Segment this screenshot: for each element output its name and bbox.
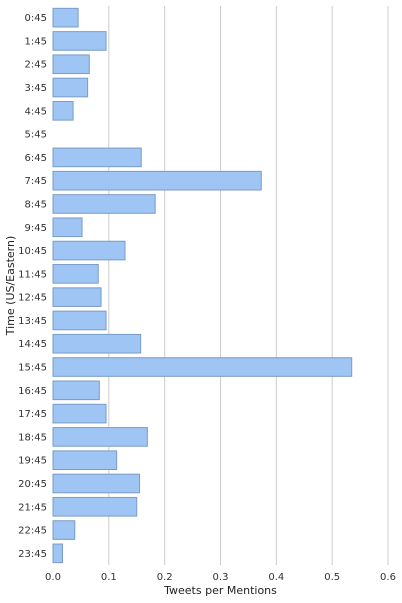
y-tick-label: 13:45: [18, 316, 47, 327]
bar: [52, 217, 83, 238]
bar: [52, 77, 89, 98]
x-tick-label: 0.5: [324, 572, 340, 583]
y-tick-label: 2:45: [25, 60, 47, 71]
bar: [52, 427, 148, 447]
x-axis-title: Tweets per Mentions: [163, 584, 277, 597]
y-tick-label: 21:45: [18, 502, 47, 513]
y-tick-label: 6:45: [25, 153, 47, 164]
y-tick-label: 16:45: [18, 386, 47, 397]
y-tick-label: 10:45: [18, 246, 47, 257]
bar: [52, 147, 142, 168]
y-tick-label: 22:45: [18, 526, 47, 537]
y-tick-label: 7:45: [25, 176, 47, 187]
bar: [52, 310, 107, 331]
x-tick-label: 0.4: [268, 572, 284, 583]
bar: [52, 31, 107, 51]
bar: [52, 240, 126, 261]
x-tick-labels: 0.0 0.1 0.2 0.3 0.4 0.5 0.6: [45, 572, 396, 583]
bar: [52, 7, 79, 28]
y-tick-label: 12:45: [18, 293, 47, 304]
y-tick-label: 19:45: [18, 456, 47, 467]
y-axis-title: Time (US/Eastern): [4, 236, 17, 337]
y-tick-label: 20:45: [18, 479, 47, 490]
y-tick-label: 17:45: [18, 409, 47, 420]
bar: [52, 194, 156, 214]
bar: [52, 520, 76, 540]
bar: [52, 403, 107, 424]
x-tick-label: 0.3: [213, 572, 229, 583]
bars: [52, 7, 353, 564]
y-tick-label: 23:45: [18, 549, 47, 560]
bar: [52, 380, 100, 401]
bar: [52, 100, 74, 121]
bar: [52, 287, 102, 307]
bar: [52, 54, 90, 75]
bar: [52, 264, 99, 284]
bar: [52, 357, 353, 377]
y-tick-labels: 0:45 1:45 2:45 3:45 4:45 5:45 6:45 7:45 8:45 9:45…: [18, 13, 47, 560]
x-tick-label: 0.1: [101, 572, 117, 583]
gridlines: [108, 6, 389, 565]
y-tick-label: 14:45: [18, 339, 47, 350]
bar: [52, 496, 138, 517]
bar: [52, 333, 142, 354]
y-tick-label: 1:45: [25, 36, 47, 47]
x-tick-label: 0.2: [157, 572, 173, 583]
y-tick-label: 8:45: [25, 199, 47, 210]
y-tick-label: 5:45: [25, 130, 47, 141]
bar: [52, 473, 141, 494]
y-tick-label: 4:45: [25, 106, 47, 117]
y-tick-label: 9:45: [25, 223, 47, 234]
x-tick-label: 0.6: [380, 572, 396, 583]
x-tick-label: 0.0: [45, 572, 61, 583]
y-tick-label: 15:45: [18, 363, 47, 374]
y-tick-label: 11:45: [18, 269, 47, 280]
y-tick-label: 0:45: [25, 13, 47, 24]
y-tick-label: 3:45: [25, 83, 47, 94]
y-tick-label: 18:45: [18, 432, 47, 443]
bar: [52, 450, 118, 471]
bar: [52, 170, 262, 191]
bar: [52, 543, 63, 564]
